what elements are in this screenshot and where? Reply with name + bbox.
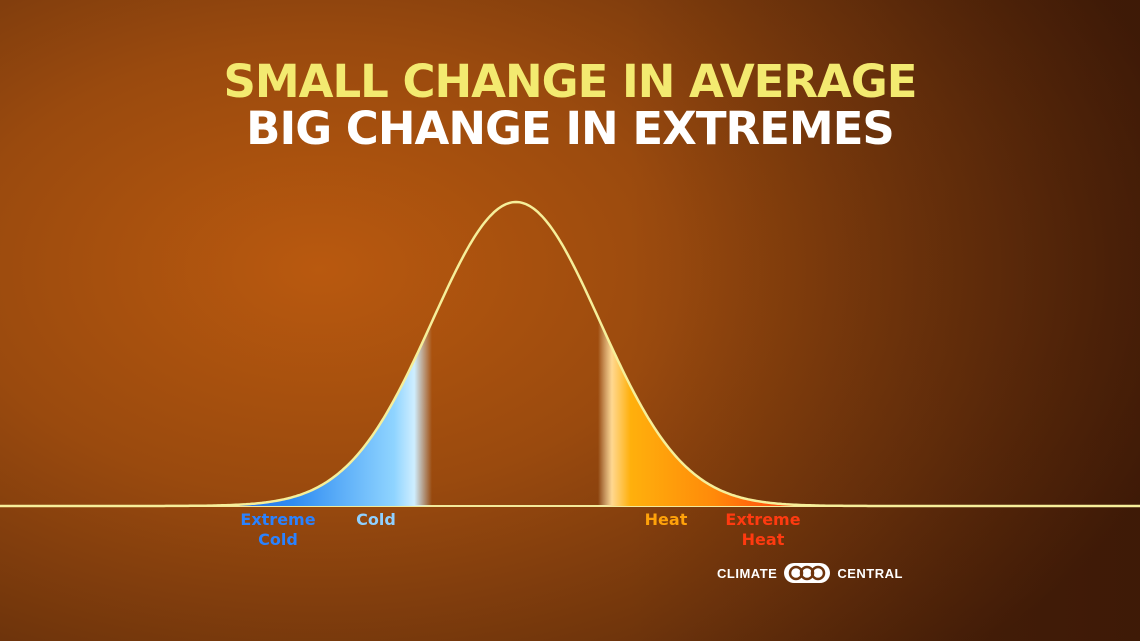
- logo-text-climate: CLIMATE: [717, 565, 778, 581]
- label-extreme-cold: Extreme Cold: [240, 510, 316, 549]
- climate-central-logo: CLIMATE CENTRAL: [717, 562, 903, 584]
- bell-curve-line: [0, 200, 1140, 508]
- title-line-2: BIG CHANGE IN EXTREMES: [246, 102, 895, 155]
- logo-text-central: CENTRAL: [837, 565, 903, 581]
- climate-central-logo-icon: [784, 563, 831, 583]
- heat-region: [598, 317, 830, 506]
- label-heat: Heat: [644, 510, 688, 529]
- cold-region: [180, 321, 432, 506]
- label-cold: Cold: [356, 510, 396, 529]
- title-line-1: SMALL CHANGE IN AVERAGE: [223, 55, 917, 108]
- label-extreme-heat: Extreme Heat: [725, 510, 801, 549]
